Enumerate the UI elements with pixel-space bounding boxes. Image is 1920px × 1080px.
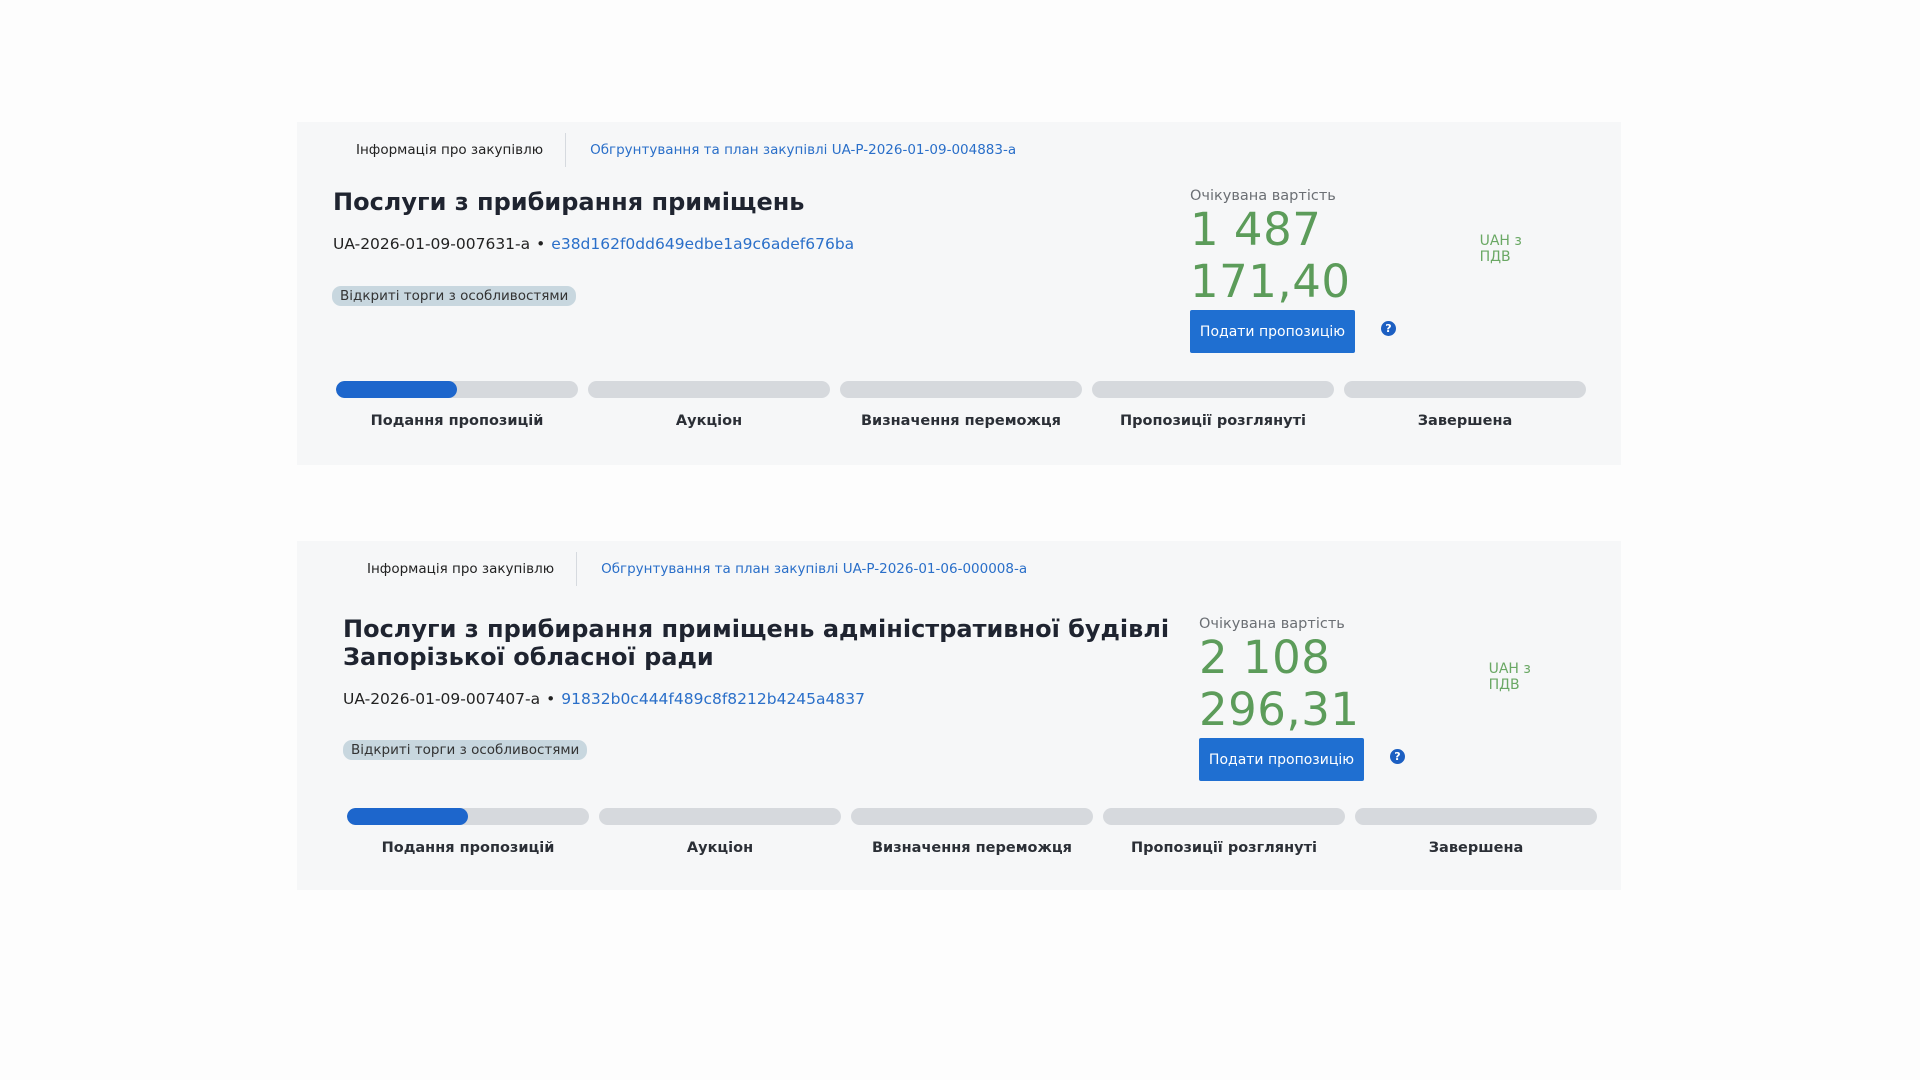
expected-value-currency: UAH з ПДВ: [1488, 661, 1531, 693]
stage-bar: [336, 381, 578, 398]
stage-submission: Подання пропозицій: [336, 381, 578, 429]
help-icon[interactable]: ?: [1381, 321, 1396, 336]
tender-title: Послуги з прибирання приміщень адміністр…: [343, 615, 1169, 671]
stage-bar: [840, 381, 1082, 398]
stage-label: Завершена: [1417, 413, 1513, 429]
stage-bar: [588, 381, 830, 398]
tender-tabs: Інформація про закупівлю Обгрунтування т…: [367, 551, 1027, 587]
stage-submission: Подання пропозицій: [347, 808, 589, 856]
stage-label: Подання пропозицій: [370, 413, 544, 429]
tender-id-row: UA-2026-01-09-007407-a • 91832b0c444f489c8…: [343, 690, 865, 708]
stage-bids-reviewed: Пропозиції розглянуті: [1092, 381, 1334, 429]
stage-bar: [599, 808, 841, 825]
tender-id: UA-2026-01-09-007407-a: [343, 690, 541, 708]
stage-bar: [1344, 381, 1586, 398]
tab-procurement-info[interactable]: Інформація про закупівлю: [356, 133, 567, 167]
expected-value-amount: 1 487 171,40: [1190, 203, 1351, 308]
stage-label: Аукціон: [675, 413, 743, 429]
tender-card: Інформація про закупівлю Обгрунтування т…: [297, 122, 1621, 465]
tender-hash-link[interactable]: 91832b0c444f489c8f8212b4245a4837: [561, 690, 865, 708]
tender-title-line2: Запорізької обласної ради: [343, 643, 714, 671]
tender-id: UA-2026-01-09-007631-a: [333, 235, 531, 253]
procedure-type-badge: Відкриті торги з особливостями: [332, 286, 577, 306]
tender-stage-progress: Подання пропозицій Аукціон Визначення пе…: [347, 808, 1597, 856]
separator-dot: •: [536, 235, 546, 253]
stage-label: Визначення переможця: [872, 840, 1072, 856]
stage-bar: [1103, 808, 1345, 825]
stage-winner-selection: Визначення переможця: [840, 381, 1082, 429]
stage-auction: Аукціон: [588, 381, 830, 429]
stage-label: Аукціон: [686, 840, 754, 856]
expected-value-label: Очікувана вартість: [1199, 616, 1345, 632]
stage-winner-selection: Визначення переможця: [851, 808, 1093, 856]
tab-procurement-plan-link[interactable]: Обгрунтування та план закупівлі UA-P-202…: [590, 142, 1017, 158]
stage-label: Завершена: [1428, 840, 1524, 856]
procedure-type-badge: Відкриті торги з особливостями: [343, 740, 588, 760]
stage-label: Визначення переможця: [861, 413, 1061, 429]
stage-bids-reviewed: Пропозиції розглянуті: [1103, 808, 1345, 856]
stage-label: Подання пропозицій: [381, 840, 555, 856]
submit-bid-button[interactable]: Подати пропозицію: [1190, 310, 1355, 353]
stage-bar: [851, 808, 1093, 825]
submit-bid-button[interactable]: Подати пропозицію: [1199, 738, 1364, 781]
expected-value-amount: 2 108 296,31: [1199, 631, 1360, 736]
tender-stage-progress: Подання пропозицій Аукціон Визначення пе…: [336, 381, 1586, 429]
stage-bar: [1355, 808, 1597, 825]
stage-completed: Завершена: [1344, 381, 1586, 429]
help-icon[interactable]: ?: [1390, 749, 1405, 764]
tender-hash-link[interactable]: e38d162f0dd649edbe1a9c6adef676ba: [551, 235, 855, 253]
stage-label: Пропозиції розглянуті: [1120, 413, 1306, 429]
tender-title-line1: Послуги з прибирання приміщень адміністр…: [343, 615, 1170, 643]
tab-procurement-plan-link[interactable]: Обгрунтування та план закупівлі UA-P-202…: [601, 561, 1028, 577]
tab-procurement-info[interactable]: Інформація про закупівлю: [367, 552, 578, 586]
stage-label: Пропозиції розглянуті: [1131, 840, 1317, 856]
separator-dot: •: [546, 690, 556, 708]
tender-tabs: Інформація про закупівлю Обгрунтування т…: [356, 132, 1016, 168]
expected-value-block: Очікувана вартість 2 108 296,31 UAH з ПД…: [1199, 616, 1559, 781]
stage-bar: [347, 808, 589, 825]
stage-bar: [1092, 381, 1334, 398]
tender-title: Послуги з прибирання приміщень: [333, 188, 805, 216]
tender-card: Інформація про закупівлю Обгрунтування т…: [297, 541, 1621, 890]
expected-value-block: Очікувана вартість 1 487 171,40 UAH з ПД…: [1190, 188, 1550, 353]
tender-id-row: UA-2026-01-09-007631-a • e38d162f0dd649edb…: [333, 235, 854, 253]
expected-value-currency: UAH з ПДВ: [1479, 233, 1522, 265]
stage-completed: Завершена: [1355, 808, 1597, 856]
stage-bar-fill: [336, 381, 457, 398]
stage-bar-fill: [347, 808, 468, 825]
stage-auction: Аукціон: [599, 808, 841, 856]
expected-value-label: Очікувана вартість: [1190, 188, 1336, 204]
